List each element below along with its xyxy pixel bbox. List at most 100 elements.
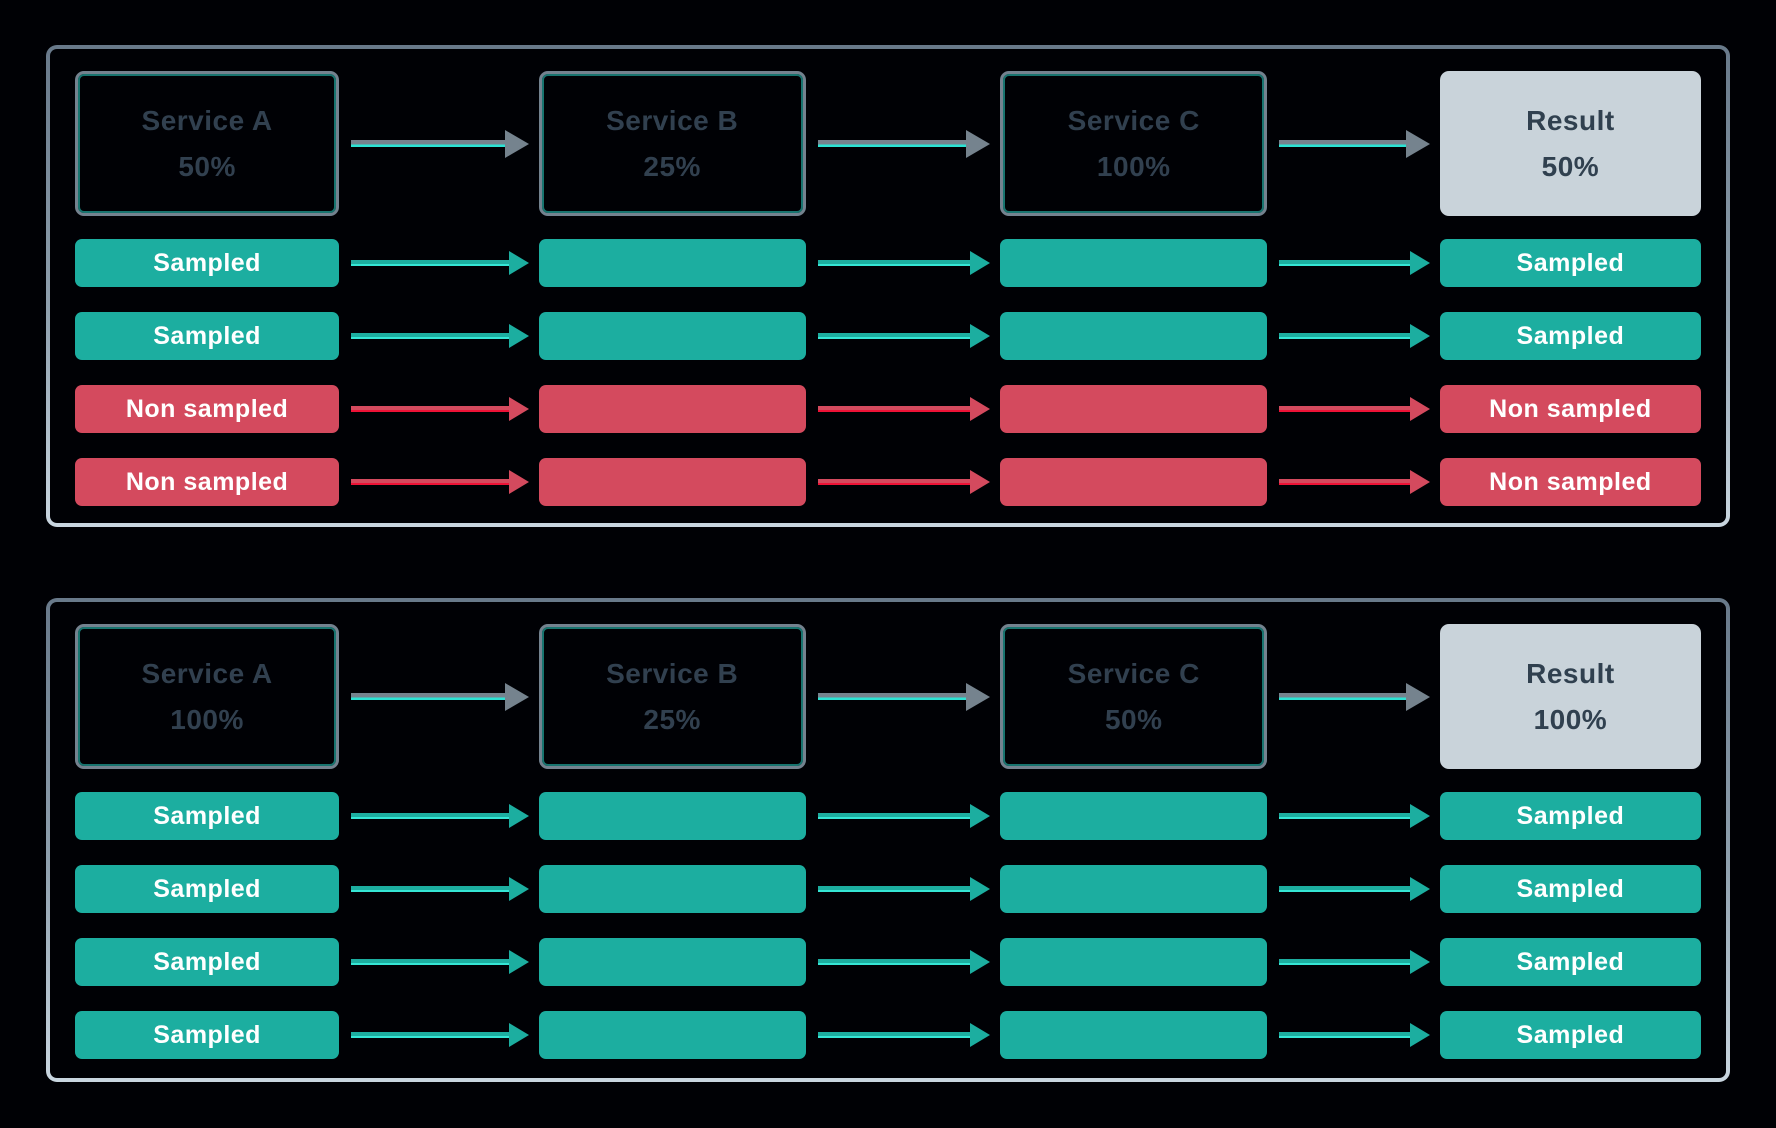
trace-pill: Sampled — [1439, 239, 1701, 287]
result-name: Result — [1526, 104, 1615, 136]
service-rate: 25% — [643, 150, 701, 182]
trace-pill — [1000, 792, 1268, 840]
service-row: Service A 100% Service B 25% — [75, 624, 1701, 769]
flow-arrow — [1279, 251, 1430, 275]
arrow-shaft — [1279, 479, 1410, 485]
flow-arrow — [1279, 682, 1430, 711]
flow-arrow — [351, 324, 529, 348]
flow-arrow — [817, 682, 991, 711]
arrow-shaft — [351, 333, 509, 339]
arrow-head-icon — [1405, 682, 1430, 711]
trace-label: Sampled — [1516, 947, 1625, 976]
flow-arrow — [817, 804, 991, 828]
arrow-shaft — [1279, 333, 1410, 339]
trace-pill: Sampled — [75, 865, 340, 913]
arrow-head-icon — [1409, 950, 1430, 974]
trace-pill: Sampled — [75, 1011, 340, 1059]
arrow-head-icon — [508, 1023, 529, 1047]
trace-pill: Non sampled — [1439, 458, 1701, 506]
arrow-head-icon — [1409, 804, 1430, 828]
flow-arrow — [351, 682, 529, 711]
trace-row: Sampled Sampled — [75, 1011, 1701, 1059]
flow-arrow — [351, 251, 529, 275]
arrow-head-icon — [970, 877, 991, 901]
flow-arrow — [817, 877, 991, 901]
service-rate: 100% — [1096, 150, 1171, 182]
result-box: Result 100% — [1439, 624, 1701, 769]
arrow-shaft — [351, 406, 509, 412]
service-name: Service A — [141, 104, 273, 136]
arrow-shaft — [817, 406, 971, 412]
arrow-head-icon — [970, 1023, 991, 1047]
flow-arrow — [351, 804, 529, 828]
arrow-head-icon — [508, 397, 529, 421]
trace-pill: Non sampled — [75, 458, 340, 506]
trace-label: Sampled — [1516, 1020, 1625, 1049]
trace-pill — [538, 458, 806, 506]
arrow-head-icon — [508, 877, 529, 901]
trace-pill: Sampled — [1439, 1011, 1701, 1059]
trace-label: Sampled — [1516, 248, 1625, 277]
flow-arrow — [1279, 950, 1430, 974]
flow-arrow — [351, 397, 529, 421]
service-box-c: Service C 100% — [1000, 71, 1268, 216]
arrow-head-icon — [970, 397, 991, 421]
flow-arrow — [351, 129, 529, 158]
arrow-shaft — [1279, 140, 1406, 147]
trace-label: Sampled — [153, 801, 261, 830]
flow-arrow — [817, 397, 991, 421]
service-name: Service C — [1067, 104, 1200, 136]
arrow-head-icon — [970, 324, 991, 348]
trace-label: Sampled — [1516, 874, 1625, 903]
arrow-head-icon — [508, 804, 529, 828]
service-name: Service B — [606, 104, 739, 136]
flow-arrow — [817, 324, 991, 348]
arrow-head-icon — [1405, 129, 1430, 158]
trace-pill: Sampled — [75, 239, 340, 287]
trace-pill: Sampled — [1439, 312, 1701, 360]
sampling-scenario-panel-1: Service A 50% Service B 25% — [46, 45, 1730, 527]
service-rate: 50% — [1104, 703, 1163, 735]
trace-label: Non sampled — [1489, 467, 1652, 496]
result-rate: 100% — [1533, 703, 1608, 735]
service-box-b: Service B 25% — [538, 71, 806, 216]
sampling-scenario-panel-2: Service A 100% Service B 25% — [46, 598, 1730, 1082]
arrow-head-icon — [1409, 397, 1430, 421]
arrow-head-icon — [508, 324, 529, 348]
arrow-shaft — [817, 333, 971, 339]
service-row: Service A 50% Service B 25% — [75, 71, 1701, 216]
trace-pill: Sampled — [75, 312, 340, 360]
arrow-shaft — [1279, 886, 1410, 892]
trace-pill — [1000, 938, 1268, 986]
trace-pill — [1000, 1011, 1268, 1059]
arrow-head-icon — [970, 470, 991, 494]
flow-arrow — [1279, 470, 1430, 494]
trace-pill — [538, 239, 806, 287]
arrow-shaft — [1279, 260, 1410, 266]
arrow-shaft — [817, 813, 971, 819]
trace-pill — [538, 792, 806, 840]
panel-2-body: Service A 100% Service B 25% — [50, 602, 1726, 1078]
flow-arrow — [1279, 877, 1430, 901]
arrow-head-icon — [1409, 251, 1430, 275]
flow-arrow — [817, 1023, 991, 1047]
trace-row: Non sampled Non sampled — [75, 385, 1701, 433]
arrow-shaft — [351, 959, 509, 965]
service-box-a: Service A 100% — [75, 624, 340, 769]
trace-pill — [1000, 865, 1268, 913]
trace-label: Non sampled — [125, 467, 289, 496]
trace-label: Sampled — [153, 1020, 261, 1049]
result-name: Result — [1526, 657, 1615, 689]
panel-1-body: Service A 50% Service B 25% — [50, 49, 1726, 523]
trace-row: Sampled Sampled — [75, 865, 1701, 913]
flow-arrow — [817, 251, 991, 275]
flow-arrow — [1279, 1023, 1430, 1047]
flow-arrow — [817, 950, 991, 974]
arrow-shaft — [351, 140, 505, 147]
arrow-head-icon — [504, 129, 529, 158]
arrow-head-icon — [508, 251, 529, 275]
arrow-shaft — [1279, 406, 1410, 412]
service-rate: 50% — [178, 150, 236, 182]
trace-pill — [538, 865, 806, 913]
arrow-head-icon — [508, 470, 529, 494]
